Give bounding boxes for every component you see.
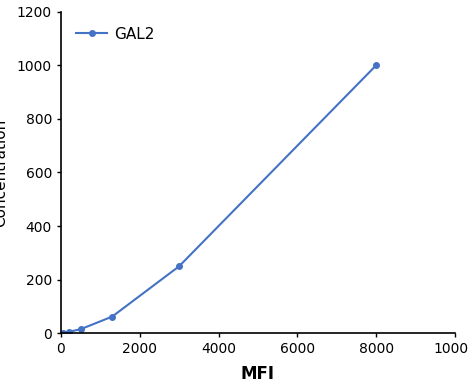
GAL2 (66, 330, 72, 334)
Legend: GAL2: GAL2 (68, 19, 162, 50)
GAL2 (176, 264, 182, 269)
GAL2 (109, 314, 115, 319)
X-axis label: MFI: MFI (241, 365, 275, 383)
Line: GAL2: GAL2 (60, 63, 379, 336)
GAL2 (78, 327, 83, 332)
Y-axis label: Concentration: Concentration (0, 118, 8, 227)
GAL2 (60, 331, 66, 336)
GAL2 (373, 63, 379, 68)
